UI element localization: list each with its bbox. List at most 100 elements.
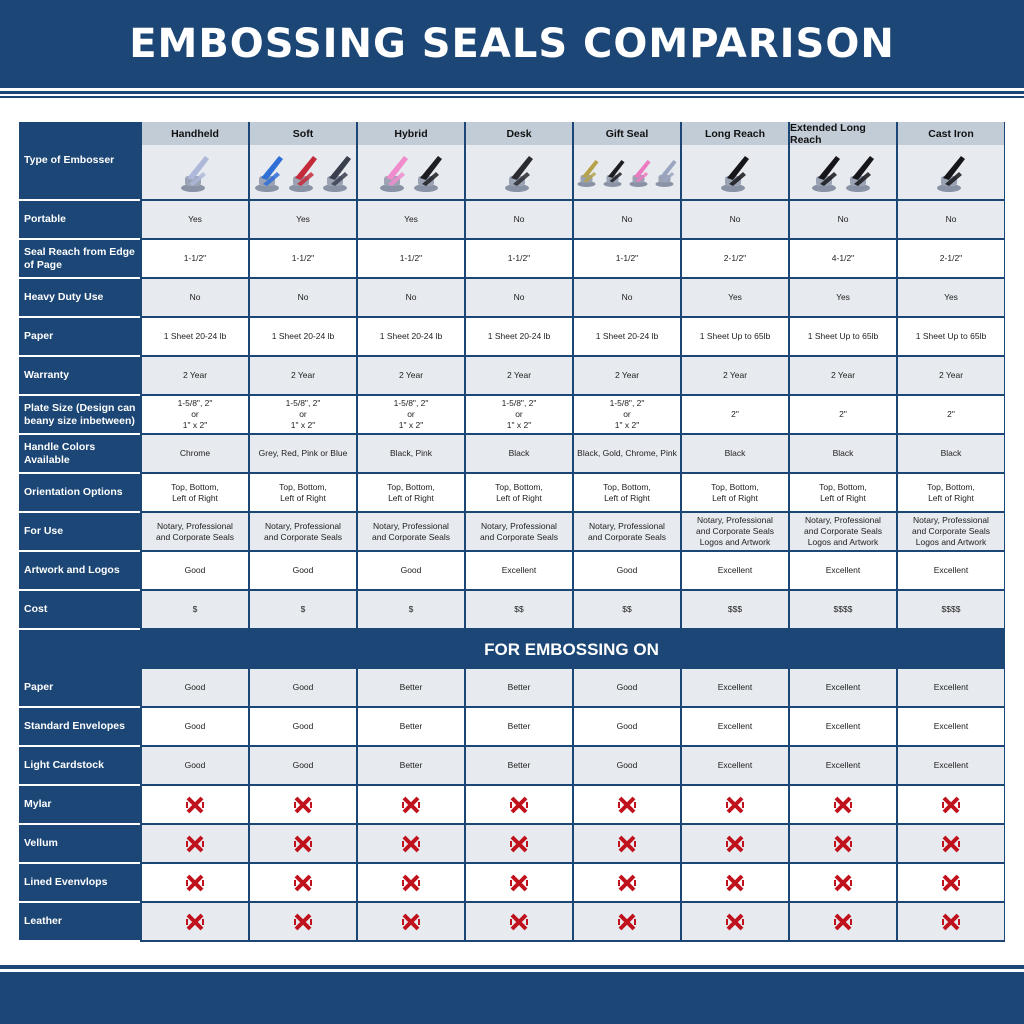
table-cell: 2": [896, 396, 1004, 435]
table-cell: [896, 903, 1004, 942]
row-label: Leather: [19, 903, 140, 942]
table-cell: [248, 864, 356, 903]
divider: [0, 96, 1024, 98]
table-cell: [572, 786, 680, 825]
table-cell: [248, 786, 356, 825]
table-cell: No: [140, 279, 248, 318]
row-label: Portable: [19, 201, 140, 240]
table-cell: 1-1/2": [140, 240, 248, 279]
table-cell: 4-1/2": [788, 240, 896, 279]
table-cell: [140, 864, 248, 903]
red-x-icon: [618, 835, 636, 852]
table-cell: 2 Year: [464, 357, 572, 396]
embosser-icon: [937, 156, 965, 192]
table-cell: Good: [572, 708, 680, 747]
red-x-icon: [942, 796, 960, 813]
embosser-image: [464, 145, 572, 201]
row-label: Heavy Duty Use: [19, 279, 140, 318]
divider: [0, 965, 1024, 969]
table-cell: [572, 903, 680, 942]
table-cell: Excellent: [788, 669, 896, 708]
column-header: Long Reach: [680, 122, 788, 145]
embosser-image: [248, 145, 356, 201]
table-cell: Good: [248, 552, 356, 591]
table-cell: [896, 825, 1004, 864]
red-x-icon: [402, 796, 420, 813]
table-cell: 2": [680, 396, 788, 435]
table-cell: Black, Pink: [356, 435, 464, 474]
red-x-icon: [186, 796, 204, 813]
table-cell: No: [356, 279, 464, 318]
table-cell: $$$$: [788, 591, 896, 630]
footer-band: [0, 972, 1024, 1024]
table-cell: [572, 825, 680, 864]
table-cell: Notary, Professional and Corporate Seals: [356, 513, 464, 552]
embosser-icon: [603, 160, 625, 187]
table-cell: Good: [140, 708, 248, 747]
table-cell: Excellent: [680, 747, 788, 786]
row-label: Mylar: [19, 786, 140, 825]
row-label: Orientation Options: [19, 474, 140, 513]
table-cell: [464, 903, 572, 942]
row-label: Lined Evenvlops: [19, 864, 140, 903]
table-cell: Good: [140, 552, 248, 591]
table-cell: $$: [572, 591, 680, 630]
row-label: Paper: [19, 318, 140, 357]
embosser-icon: [629, 160, 651, 187]
table-cell: Better: [356, 708, 464, 747]
table-cell: 1-5/8", 2" or 1" x 2": [248, 396, 356, 435]
red-x-icon: [726, 796, 744, 813]
red-x-icon: [510, 874, 528, 891]
table-cell: Excellent: [788, 708, 896, 747]
table-cell: 1-1/2": [356, 240, 464, 279]
table-cell: [464, 864, 572, 903]
table-cell: 2 Year: [248, 357, 356, 396]
table-cell: 2 Year: [356, 357, 464, 396]
red-x-icon: [618, 874, 636, 891]
red-x-icon: [294, 913, 312, 930]
table-cell: 1 Sheet 20-24 lb: [140, 318, 248, 357]
red-x-icon: [726, 835, 744, 852]
table-cell: 1 Sheet Up to 65lb: [896, 318, 1004, 357]
table-cell: $$$: [680, 591, 788, 630]
row-label: Light Cardstock: [19, 747, 140, 786]
red-x-icon: [510, 913, 528, 930]
embosser-image: [140, 145, 248, 201]
table-cell: Better: [464, 747, 572, 786]
divider: [0, 91, 1024, 94]
table-cell: Good: [356, 552, 464, 591]
red-x-icon: [402, 874, 420, 891]
embosser-icon: [414, 156, 442, 192]
red-x-icon: [186, 913, 204, 930]
table-cell: 1 Sheet Up to 65lb: [680, 318, 788, 357]
table-cell: Top, Bottom, Left of Right: [248, 474, 356, 513]
table-cell: Top, Bottom, Left of Right: [680, 474, 788, 513]
table-cell: 2-1/2": [680, 240, 788, 279]
column-header: Cast Iron: [896, 122, 1004, 145]
red-x-icon: [726, 874, 744, 891]
table-cell: Excellent: [896, 708, 1004, 747]
table-cell: 2": [788, 396, 896, 435]
row-label: Vellum: [19, 825, 140, 864]
table-cell: 1 Sheet Up to 65lb: [788, 318, 896, 357]
table-cell: Notary, Professional and Corporate Seals: [464, 513, 572, 552]
row-label: Standard Envelopes: [19, 708, 140, 747]
red-x-icon: [510, 796, 528, 813]
red-x-icon: [618, 796, 636, 813]
table-cell: $$: [464, 591, 572, 630]
title-banner: EMBOSSING SEALS COMPARISON: [0, 0, 1024, 88]
table-cell: 1 Sheet 20-24 lb: [356, 318, 464, 357]
row-label: Cost: [19, 591, 140, 630]
table-cell: Excellent: [896, 552, 1004, 591]
red-x-icon: [186, 835, 204, 852]
red-x-icon: [402, 835, 420, 852]
table-cell: No: [896, 201, 1004, 240]
comparison-table: Type of Embosser Handheld Soft Hybrid Desk Gi…: [19, 122, 1005, 942]
table-cell: Better: [464, 708, 572, 747]
table-cell: Grey, Red, Pink or Blue: [248, 435, 356, 474]
column-header: Soft: [248, 122, 356, 145]
table-cell: 1-1/2": [248, 240, 356, 279]
table-cell: [788, 786, 896, 825]
table-cell: $: [248, 591, 356, 630]
red-x-icon: [726, 913, 744, 930]
